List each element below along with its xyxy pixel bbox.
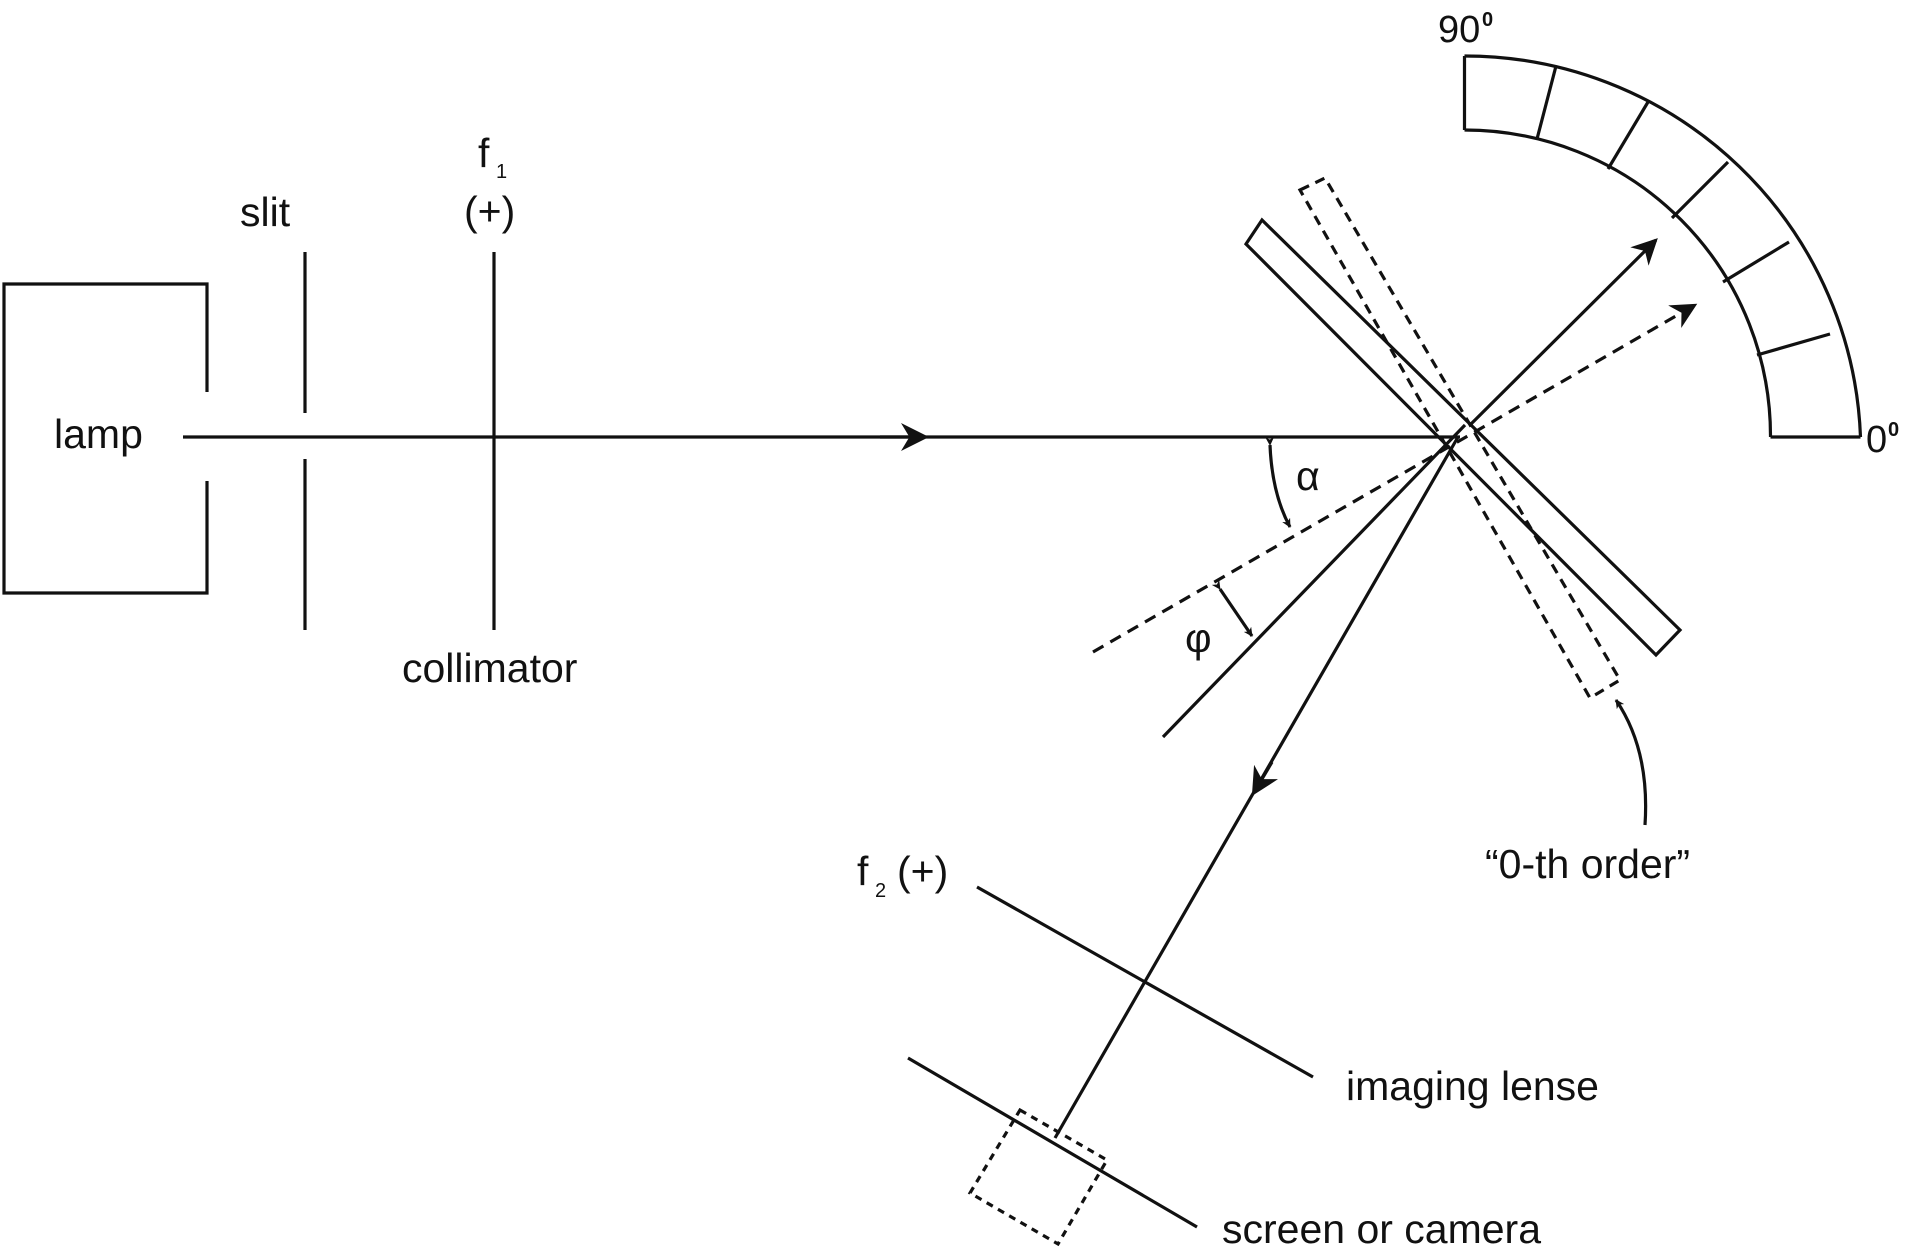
phi-angle-marker	[1211, 579, 1254, 637]
zeroth-order-label: “0-th order”	[1485, 841, 1690, 887]
ray-to-camera	[1053, 436, 1460, 1139]
camera	[967, 1107, 1110, 1247]
grating-normal	[1161, 423, 1467, 739]
diffraction-grating	[1243, 217, 1683, 658]
angle-90-degree-mark: 0	[1482, 9, 1493, 31]
angle-90-label: 90	[1438, 9, 1480, 51]
grating-zeroth-order-position	[1297, 175, 1623, 701]
f1-label: f	[478, 130, 490, 176]
f1-sign: (+)	[464, 188, 515, 234]
f1-subscript: 1	[496, 161, 507, 183]
zeroth-order-pointer	[1614, 699, 1648, 826]
alpha-angle-arc	[1265, 436, 1292, 528]
screen-or-camera-label: screen or camera	[1222, 1206, 1541, 1252]
ray-to-camera-arrow	[1251, 761, 1279, 797]
f2-subscript: 2	[875, 880, 886, 902]
diffracted-ray	[1468, 238, 1658, 427]
reference-ray-dashed	[1092, 303, 1698, 654]
alpha-label: α	[1296, 453, 1320, 499]
f2-label: f	[857, 848, 869, 894]
imaging-lens	[976, 885, 1314, 1079]
angle-0-degree-mark: 0	[1888, 419, 1899, 441]
phi-label: φ	[1185, 615, 1212, 661]
f2-sign: (+)	[897, 848, 948, 894]
slit-label: slit	[240, 189, 291, 235]
lamp-housing	[2, 282, 209, 595]
lamp-label: lamp	[54, 411, 143, 457]
collimator-label: collimator	[402, 645, 577, 691]
angle-0-label: 0	[1866, 419, 1887, 461]
protractor	[1462, 54, 1863, 439]
imaging-lense-label: imaging lense	[1346, 1063, 1599, 1109]
screen	[907, 1056, 1198, 1229]
